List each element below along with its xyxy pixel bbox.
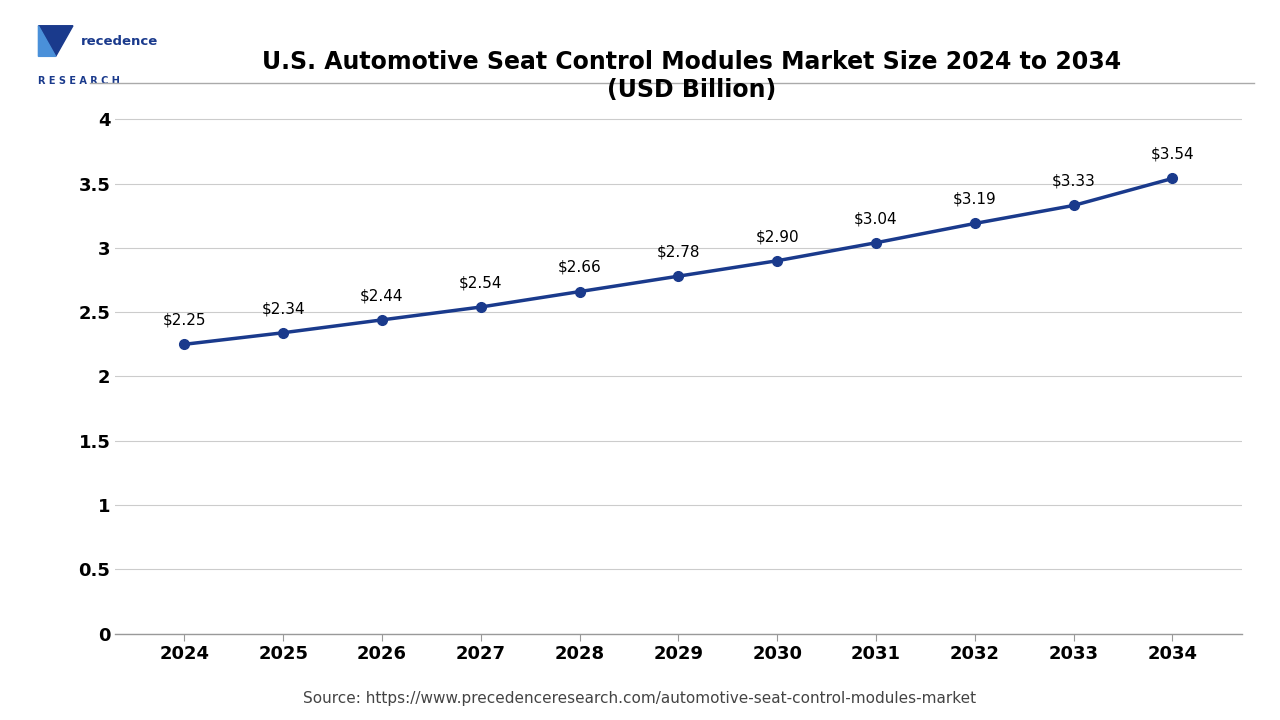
Text: $3.19: $3.19 xyxy=(952,192,997,207)
Text: $2.54: $2.54 xyxy=(460,275,503,290)
Text: $3.04: $3.04 xyxy=(854,211,897,226)
Text: $2.44: $2.44 xyxy=(360,288,403,303)
Text: R E S E A R C H: R E S E A R C H xyxy=(38,76,120,86)
Text: $2.90: $2.90 xyxy=(755,229,799,244)
Text: $3.33: $3.33 xyxy=(1052,174,1096,189)
Text: $2.78: $2.78 xyxy=(657,245,700,259)
Text: $2.25: $2.25 xyxy=(163,312,206,328)
Text: $3.54: $3.54 xyxy=(1151,147,1194,162)
Text: recedence: recedence xyxy=(81,35,157,48)
Polygon shape xyxy=(38,26,56,56)
Text: U.S. Automotive Seat Control Modules Market Size 2024 to 2034
(USD Billion): U.S. Automotive Seat Control Modules Mar… xyxy=(261,50,1121,102)
Text: Source: https://www.precedenceresearch.com/automotive-seat-control-modules-marke: Source: https://www.precedenceresearch.c… xyxy=(303,690,977,706)
Text: $2.66: $2.66 xyxy=(558,260,602,275)
Polygon shape xyxy=(38,26,73,56)
Text: $2.34: $2.34 xyxy=(261,301,305,316)
